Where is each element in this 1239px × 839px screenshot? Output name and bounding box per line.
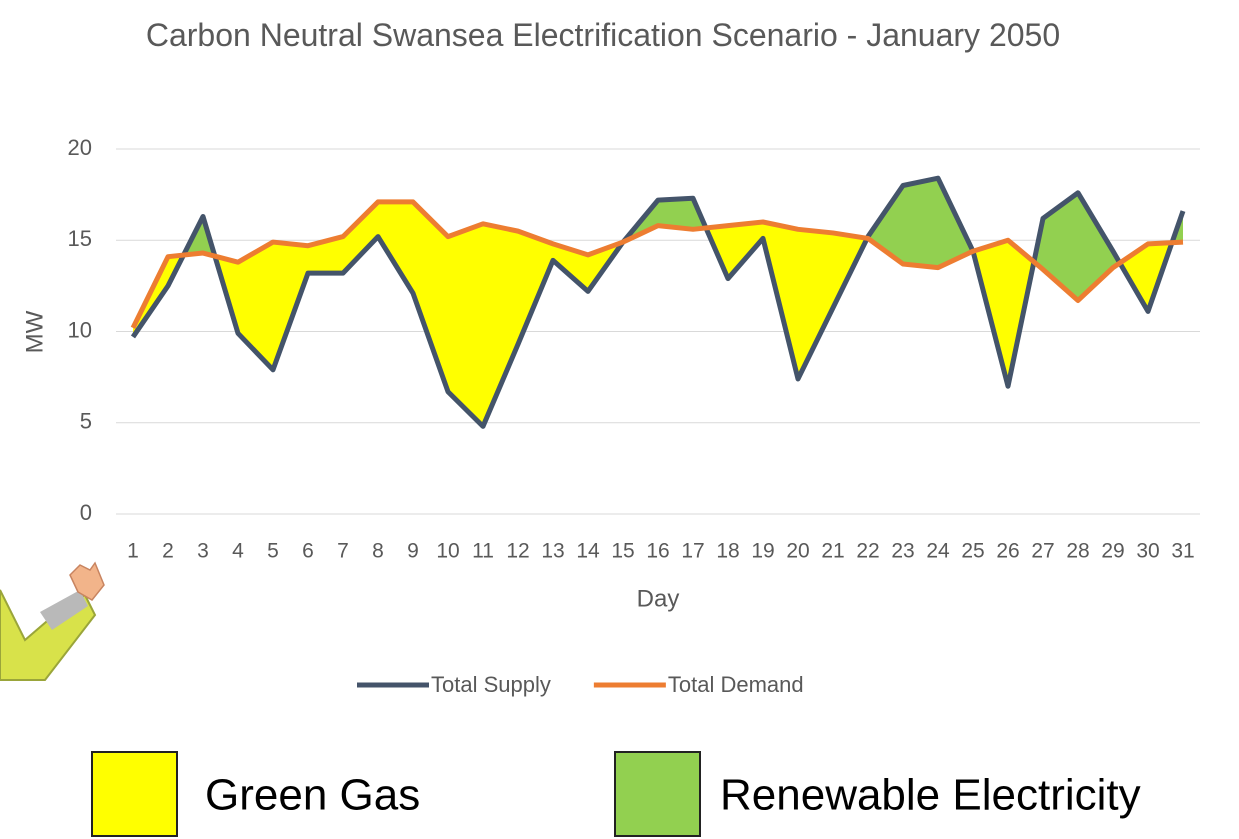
gap-fill — [343, 202, 378, 273]
fill-legend-label: Green Gas — [205, 771, 420, 820]
x-tick-label: 6 — [302, 540, 314, 563]
x-tick-label: 21 — [821, 540, 844, 563]
x-tick-label: 15 — [611, 540, 634, 563]
x-tick-label: 22 — [856, 540, 879, 563]
x-tick-label: 24 — [926, 540, 950, 563]
x-tick-label: 9 — [407, 540, 419, 563]
x-tick-label: 17 — [681, 540, 704, 563]
fill-legend-label: Renewable Electricity — [720, 771, 1141, 820]
x-tick-label: 20 — [786, 540, 809, 563]
x-tick-label: 13 — [541, 540, 564, 563]
x-tick-label: 8 — [372, 540, 384, 563]
x-tick-label: 11 — [472, 540, 494, 563]
y-tick-label: 5 — [80, 409, 92, 434]
fill-legend-swatch — [615, 752, 700, 836]
gap-fill — [798, 229, 833, 379]
x-tick-label: 23 — [891, 540, 914, 563]
x-tick-label: 3 — [197, 540, 209, 563]
x-tick-label: 25 — [961, 540, 984, 563]
legend-label: Total Demand — [668, 672, 804, 697]
x-tick-label: 28 — [1066, 540, 1089, 563]
x-tick-label: 26 — [996, 540, 1019, 563]
x-tick-label: 31 — [1171, 540, 1194, 563]
gap-fill — [903, 178, 938, 267]
x-tick-label: 29 — [1101, 540, 1124, 563]
x-tick-label: 7 — [337, 540, 349, 563]
x-tick-label: 16 — [646, 540, 669, 563]
chart: MW Day 051015201234567891011121314151617… — [0, 0, 1239, 839]
x-tick-label: 19 — [751, 540, 774, 563]
x-tick-label: 5 — [267, 540, 279, 563]
chart-title: Carbon Neutral Swansea Electrification S… — [143, 12, 1063, 58]
y-tick-label: 15 — [68, 226, 92, 251]
x-tick-label: 12 — [506, 540, 529, 563]
y-axis-label: MW — [21, 310, 48, 353]
y-tick-label: 10 — [68, 317, 92, 342]
x-tick-label: 2 — [162, 540, 174, 563]
x-tick-label: 1 — [127, 540, 139, 563]
fill-legend-swatch — [92, 752, 177, 836]
x-tick-label: 14 — [576, 540, 600, 563]
y-tick-label: 0 — [80, 500, 92, 525]
x-axis-label: Day — [637, 585, 680, 612]
x-tick-label: 4 — [232, 540, 244, 563]
x-tick-label: 10 — [436, 540, 459, 563]
page: MW Day 051015201234567891011121314151617… — [0, 0, 1239, 839]
x-tick-label: 18 — [716, 540, 739, 563]
y-tick-label: 20 — [68, 135, 92, 160]
cartoon-arm — [0, 563, 104, 680]
x-tick-label: 27 — [1031, 540, 1054, 563]
gap-fill — [483, 224, 518, 427]
x-tick-label: 30 — [1136, 540, 1159, 563]
legend-label: Total Supply — [431, 672, 551, 697]
